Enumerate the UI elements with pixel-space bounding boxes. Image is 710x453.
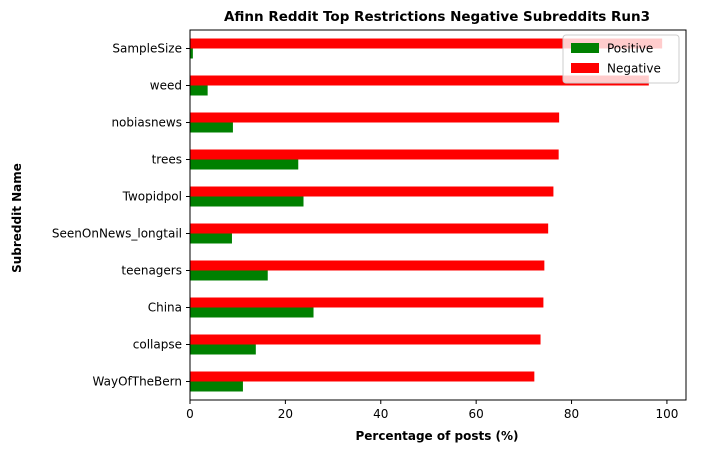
x-tick-label-0: 0 bbox=[186, 407, 194, 421]
bar-positive-trees bbox=[190, 159, 299, 170]
bar-negative-trees bbox=[190, 149, 559, 160]
bar-positive-collapse bbox=[190, 344, 256, 355]
bar-negative-seenonnews-longtail bbox=[190, 223, 549, 234]
y-tick-label-twopidpol: Twopidpol bbox=[122, 190, 182, 204]
legend: Positive Negative bbox=[562, 34, 680, 84]
x-axis-label: Percentage of posts (%) bbox=[355, 429, 518, 443]
y-tick-label-seenonnews-longtail: SeenOnNews_longtail bbox=[52, 227, 182, 241]
bar-positive-nobiasnews bbox=[190, 122, 233, 133]
legend-swatch-positive bbox=[571, 43, 599, 53]
bar-negative-weed bbox=[190, 75, 649, 86]
bar-negative-collapse bbox=[190, 334, 541, 345]
y-tick-label-weed: weed bbox=[150, 79, 182, 93]
bar-positive-teenagers bbox=[190, 270, 268, 281]
chart-title: Afinn Reddit Top Restrictions Negative S… bbox=[224, 9, 650, 25]
x-tick-label-40: 40 bbox=[373, 407, 388, 421]
y-axis-label: Subreddit Name bbox=[10, 163, 24, 273]
legend-label-positive: Positive bbox=[607, 42, 653, 56]
x-tick-label-20: 20 bbox=[278, 407, 293, 421]
y-tick-label-china: China bbox=[148, 301, 182, 315]
bar-negative-wayofthebern bbox=[190, 371, 535, 382]
y-tick-label-trees: trees bbox=[152, 153, 182, 167]
bar-positive-seenonnews-longtail bbox=[190, 233, 232, 244]
x-tick-label-60: 60 bbox=[469, 407, 484, 421]
y-tick-label-samplesize: SampleSize bbox=[112, 42, 182, 56]
plot-frame bbox=[189, 29, 687, 401]
y-tick-label-collapse: collapse bbox=[133, 338, 182, 352]
bars-layer bbox=[190, 38, 663, 392]
bar-negative-teenagers bbox=[190, 260, 545, 271]
bar-negative-nobiasnews bbox=[190, 112, 560, 123]
y-tick-label-wayofthebern: WayOfTheBern bbox=[93, 375, 182, 389]
y-tick-label-teenagers: teenagers bbox=[121, 264, 182, 278]
bar-negative-china bbox=[190, 297, 544, 308]
x-tick-label-80: 80 bbox=[564, 407, 579, 421]
bar-positive-china bbox=[190, 307, 314, 318]
bar-positive-weed bbox=[190, 85, 208, 96]
bar-positive-twopidpol bbox=[190, 196, 304, 207]
bar-positive-wayofthebern bbox=[190, 381, 243, 392]
bar-positive-samplesize bbox=[190, 48, 193, 59]
legend-label-negative: Negative bbox=[607, 62, 661, 76]
bar-negative-twopidpol bbox=[190, 186, 554, 197]
x-tick-label-100: 100 bbox=[655, 407, 678, 421]
bar-negative-samplesize bbox=[190, 38, 663, 49]
legend-swatch-negative bbox=[571, 63, 599, 73]
y-tick-label-nobiasnews: nobiasnews bbox=[111, 116, 182, 130]
axes-layer: WayOfTheBern collapse China teenagers SeenOn… bbox=[52, 29, 687, 421]
